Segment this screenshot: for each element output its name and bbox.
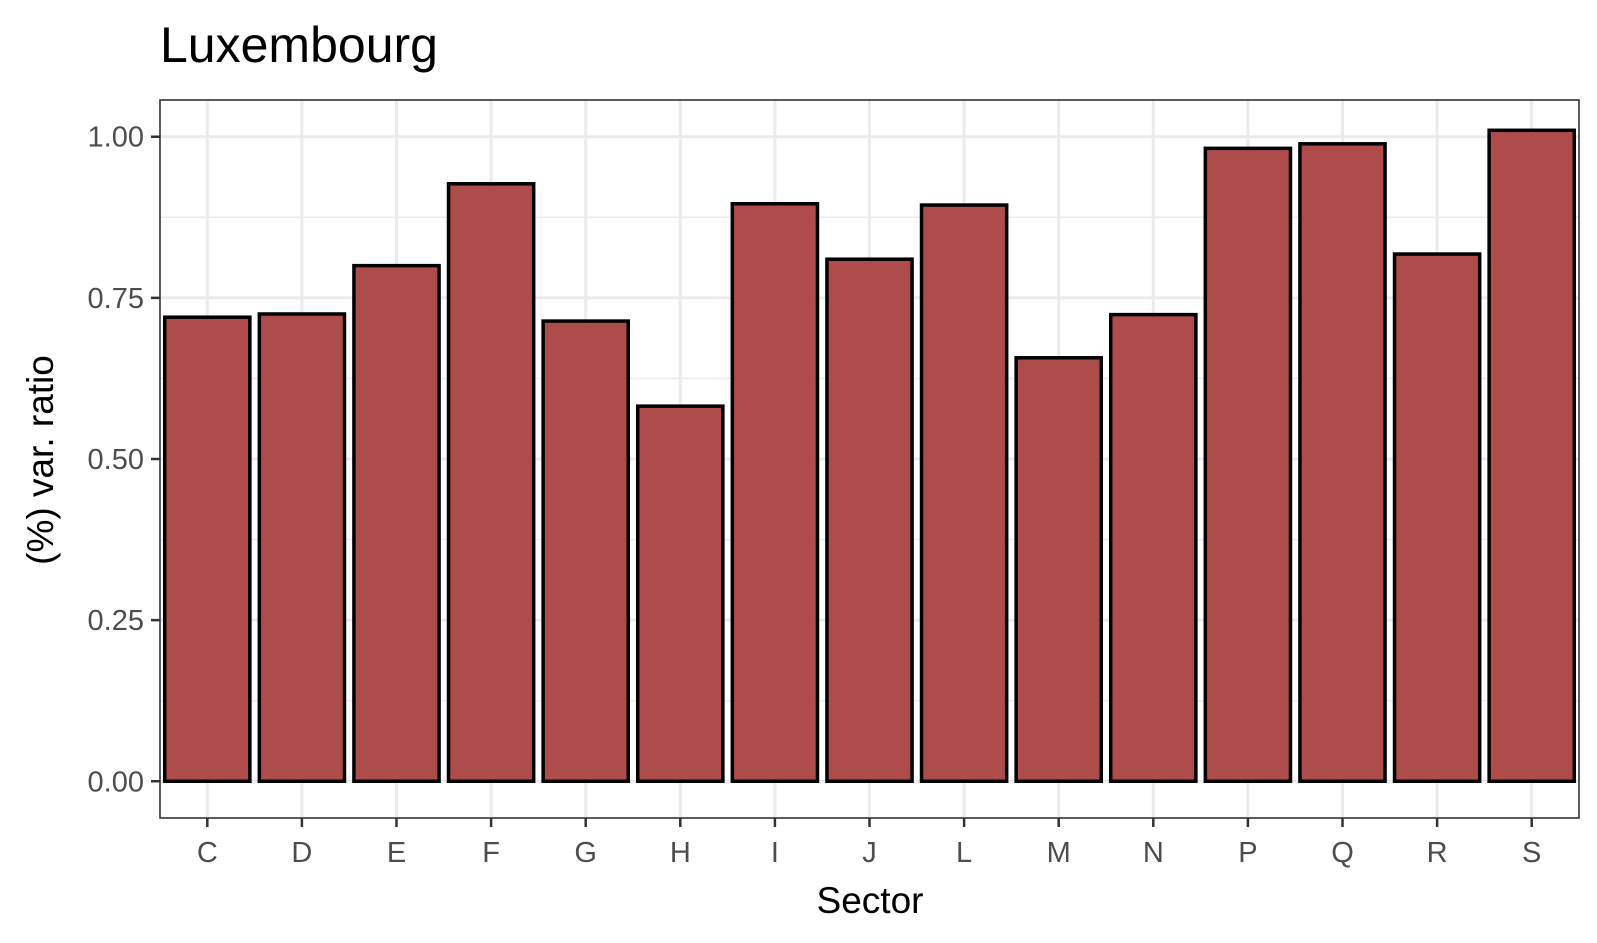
bar-N bbox=[1108, 312, 1198, 784]
x-tick-label-F: F bbox=[482, 837, 500, 869]
x-tick-label-J: J bbox=[862, 837, 877, 869]
bar-M bbox=[1014, 356, 1104, 784]
bar-C bbox=[162, 315, 252, 784]
x-tick-label-S: S bbox=[1522, 837, 1541, 869]
bar-R bbox=[1392, 252, 1482, 784]
y-tick-label: 0.75 bbox=[88, 283, 144, 315]
bars bbox=[162, 128, 1577, 784]
bar-S bbox=[1487, 128, 1577, 784]
y-axis: 0.00 0.25 0.50 0.75 1.00 bbox=[88, 122, 160, 798]
bar-D bbox=[257, 312, 347, 784]
y-axis-title: (%) var. ratio bbox=[20, 355, 61, 565]
x-axis-title: Sector bbox=[817, 880, 924, 921]
x-tick-label-L: L bbox=[956, 837, 972, 869]
x-tick-label-N: N bbox=[1143, 837, 1164, 869]
bar-I bbox=[730, 202, 820, 784]
y-tick-label: 0.00 bbox=[88, 766, 144, 798]
bar-P bbox=[1203, 146, 1293, 784]
x-tick-label-Q: Q bbox=[1331, 837, 1354, 869]
x-tick-label-R: R bbox=[1427, 837, 1448, 869]
bar-L bbox=[919, 203, 1009, 784]
y-tick-label: 1.00 bbox=[88, 122, 144, 154]
bar-J bbox=[825, 257, 914, 784]
bar-H bbox=[635, 404, 725, 784]
x-tick-label-G: G bbox=[574, 837, 597, 869]
bar-F bbox=[446, 182, 536, 784]
chart-title: Luxembourg bbox=[160, 17, 438, 73]
x-tick-label-E: E bbox=[387, 837, 406, 869]
y-tick-label: 0.25 bbox=[88, 605, 144, 637]
bar-G bbox=[541, 319, 631, 784]
x-tick-label-C: C bbox=[197, 837, 218, 869]
x-tick-label-M: M bbox=[1047, 837, 1071, 869]
y-tick-label: 0.50 bbox=[88, 444, 144, 476]
bar-Q bbox=[1298, 142, 1387, 784]
bar-E bbox=[352, 263, 441, 784]
x-tick-label-I: I bbox=[771, 837, 779, 869]
x-tick-label-P: P bbox=[1238, 837, 1257, 869]
x-tick-label-D: D bbox=[291, 837, 312, 869]
x-tick-label-H: H bbox=[670, 837, 691, 869]
